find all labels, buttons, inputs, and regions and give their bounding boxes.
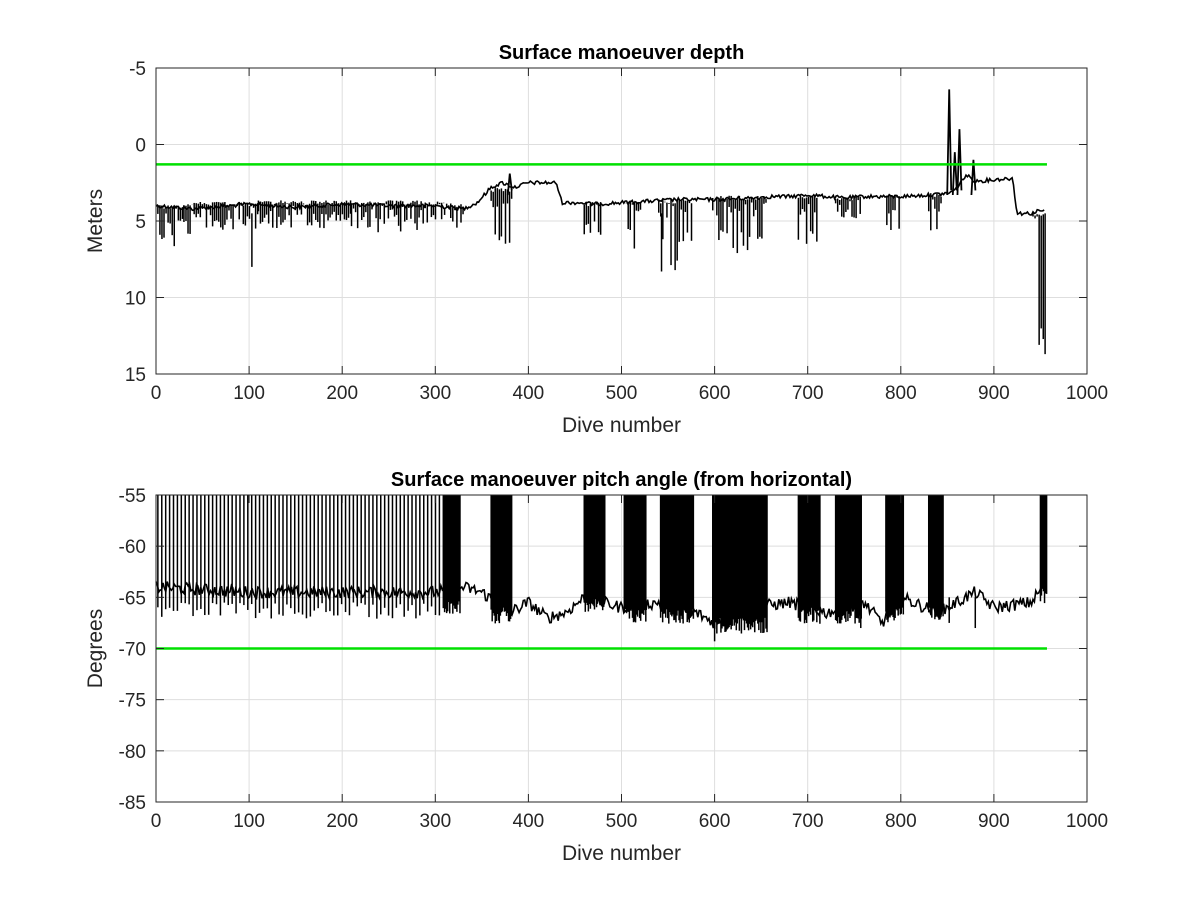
y-axis-label: Meters <box>84 189 107 253</box>
y-tick-label: -80 <box>119 742 146 763</box>
x-tick-label: 400 <box>513 383 545 404</box>
data-series-spikes <box>157 188 1046 355</box>
upward-spike <box>951 152 958 196</box>
y-tick-label: -65 <box>119 588 146 609</box>
x-tick-label: 900 <box>978 811 1010 832</box>
x-tick-label: 700 <box>792 811 824 832</box>
x-tick-label: 300 <box>419 811 451 832</box>
data-series-spikes <box>157 495 1048 642</box>
upward-spike <box>970 159 977 196</box>
x-tick-label: 600 <box>699 383 731 404</box>
x-tick-label: 0 <box>151 811 162 832</box>
chart-title: Surface manoeuver depth <box>499 42 745 64</box>
x-tick-label: 100 <box>233 811 265 832</box>
x-tick-label: 800 <box>885 383 917 404</box>
x-axis-label: Dive number <box>562 842 681 865</box>
x-tick-label: 700 <box>792 383 824 404</box>
x-tick-label: 500 <box>606 383 638 404</box>
upward-spike <box>946 89 953 196</box>
y-axis-label: Degrees <box>84 609 107 688</box>
y-tick-label: -75 <box>119 691 146 712</box>
x-tick-label: 1000 <box>1066 383 1108 404</box>
x-axis-label: Dive number <box>562 414 681 437</box>
x-tick-label: 900 <box>978 383 1010 404</box>
y-tick-label: -55 <box>119 486 146 507</box>
y-tick-label: 15 <box>125 365 146 386</box>
y-tick-label: -5 <box>129 59 146 80</box>
y-tick-label: 5 <box>135 212 146 233</box>
tick-marks <box>155 494 1088 803</box>
x-tick-label: 200 <box>326 383 358 404</box>
upward-spike <box>506 173 513 196</box>
chart-panel-1: 0 100 200 300 400 500 600 700 800 900 1000 -5 0 5 10 15… <box>84 42 1108 437</box>
x-tick-label: 800 <box>885 811 917 832</box>
x-tick-label: 0 <box>151 383 162 404</box>
y-tick-label: -70 <box>119 640 146 661</box>
y-tick-label: -60 <box>119 537 146 558</box>
chart-title: Surface manoeuver pitch angle (from hori… <box>391 469 852 491</box>
tick-marks <box>155 67 1088 375</box>
y-tick-label: -85 <box>119 793 146 814</box>
chart-panel-2: 0 100 200 300 400 500 600 700 800 900 1000 -55 -60 -6… <box>84 469 1108 865</box>
y-tick-label: 0 <box>135 136 146 157</box>
x-tick-label: 600 <box>699 811 731 832</box>
x-tick-label: 400 <box>513 811 545 832</box>
upward-spike <box>956 129 963 196</box>
data-series-upward-spikes <box>506 89 977 196</box>
x-tick-label: 1000 <box>1066 811 1108 832</box>
x-tick-label: 200 <box>326 811 358 832</box>
x-tick-label: 500 <box>606 811 638 832</box>
x-tick-label: 300 <box>419 383 451 404</box>
x-tick-label: 100 <box>233 383 265 404</box>
y-tick-label: 10 <box>125 289 146 310</box>
